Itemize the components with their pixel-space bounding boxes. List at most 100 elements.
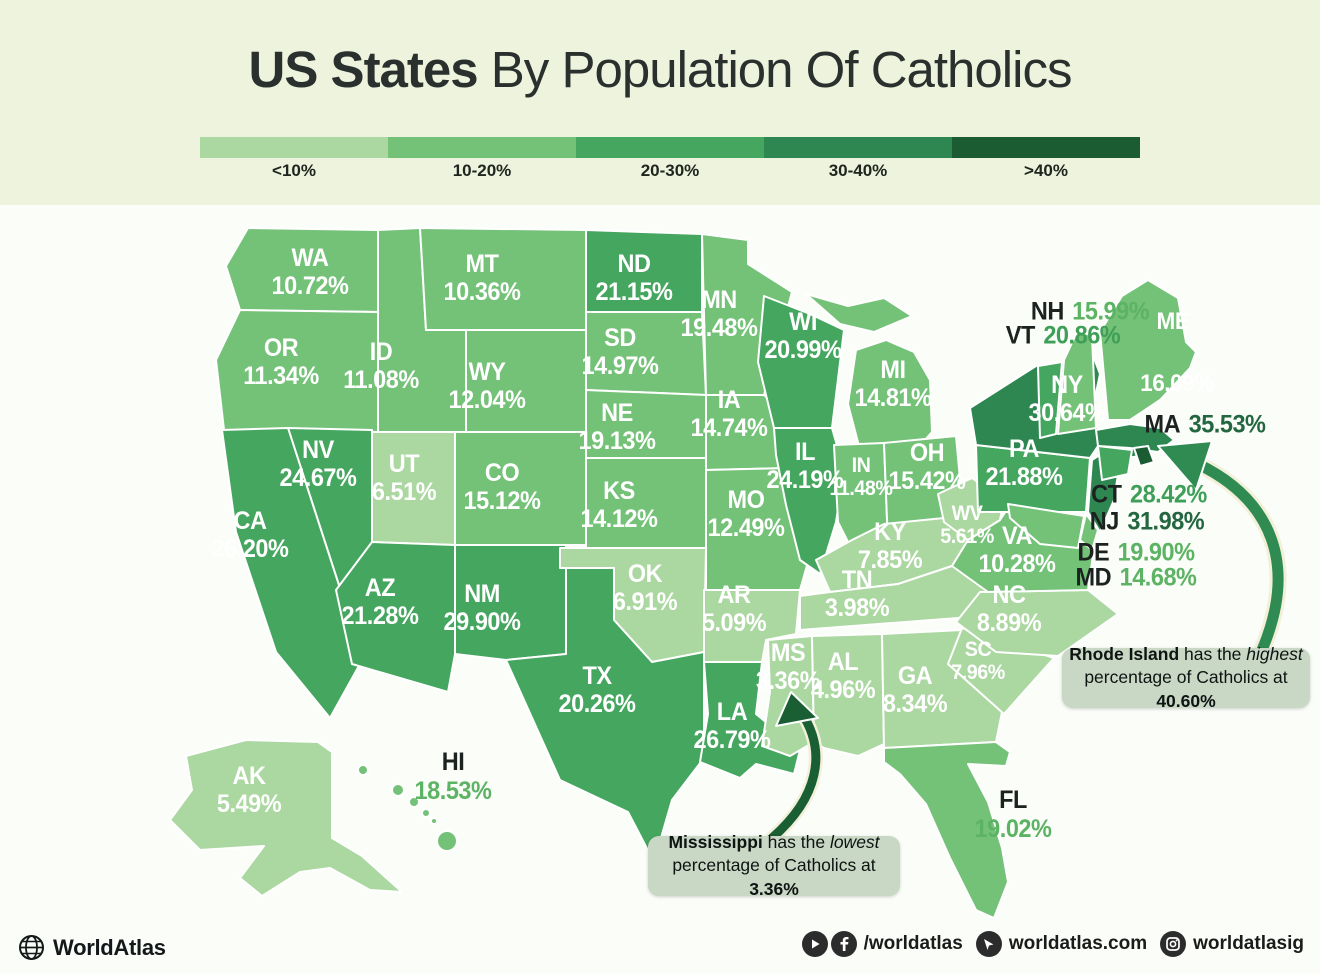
state-TX: [505, 567, 705, 863]
state-label-TX: TX 20.26%: [559, 662, 636, 718]
legend-colorbar: [200, 137, 1140, 158]
state-label-AK: AK 5.49%: [216, 762, 282, 818]
state-value: 30.64%: [1028, 399, 1106, 427]
header-band: US States By Population Of Catholics <10…: [0, 0, 1320, 205]
state-label-TN: TN 3.98%: [825, 566, 890, 622]
state-label-IL: IL 24.19%: [767, 438, 844, 494]
state-value: 5.61%: [940, 525, 994, 548]
cursor-icon: [975, 931, 1002, 957]
state-AK: [169, 739, 403, 897]
state-label-HI: HI 18.53%: [414, 748, 492, 805]
state-label-IN: IN 11.48%: [829, 454, 893, 500]
state-abbr: GA: [897, 662, 933, 690]
state-value: 15.42%: [888, 467, 966, 495]
state-value: 15.12%: [463, 487, 541, 515]
worldatlas-brand: WorldAtlas: [18, 934, 166, 961]
state-label-NE: NE 19.13%: [579, 399, 656, 455]
state-MI-upper: [805, 293, 913, 333]
legend-labels: <10% 10-20% 20-30% 30-40% >40%: [200, 161, 1140, 181]
state-value: 8.34%: [882, 690, 948, 718]
arrow-to-rhode-island: [1157, 440, 1287, 659]
state-label-OK: OK 6.91%: [612, 560, 678, 616]
state-value: 24.67%: [279, 464, 357, 492]
state-label-AR: AR 5.09%: [701, 581, 767, 637]
callout-state-name: Mississippi: [668, 832, 763, 853]
state-value: 12.04%: [448, 386, 526, 414]
state-label-KY: KY 7.85%: [857, 518, 923, 574]
state-label-WV: WV 5.61%: [940, 502, 994, 548]
state-abbr: LA: [716, 698, 748, 726]
callout-emphasis: highest: [1246, 644, 1303, 665]
state-value: 14.81%: [854, 384, 932, 412]
state-label-DE: DE 19.90%: [1077, 538, 1195, 567]
state-value: 14.74%: [690, 414, 768, 442]
state-FL: [883, 741, 1011, 919]
state-CA: [221, 427, 361, 719]
state-abbr: SC: [964, 638, 992, 661]
state-label-NH: NH 15.99%: [1030, 297, 1150, 326]
state-label-WY: WY 12.04%: [449, 358, 526, 414]
state-label-KS: KS 14.12%: [581, 477, 658, 533]
state-abbr: NY: [1051, 371, 1083, 399]
state-abbr: WA: [291, 244, 329, 272]
brand-name: WorldAtlas: [53, 934, 166, 960]
state-abbr: MN: [701, 286, 737, 314]
state-abbr: OH: [909, 439, 945, 467]
legend-label: 30-40%: [828, 161, 888, 180]
state-label-OH: OH 15.42%: [889, 439, 966, 495]
state-label-VT: VT 20.86%: [1005, 321, 1121, 350]
state-value: 10.72%: [271, 272, 349, 300]
state-value: 19.13%: [578, 427, 656, 455]
state-abbr: NM: [464, 580, 500, 608]
state-label-NY: NY 30.64%: [1029, 371, 1106, 427]
state-abbr: MT: [465, 250, 499, 278]
title-rest: By Population Of Catholics: [477, 41, 1073, 98]
state-value: 5.49%: [216, 790, 282, 818]
state-value: 29.90%: [443, 608, 521, 636]
state-abbr: MS: [770, 639, 806, 667]
state-abbr: OK: [627, 560, 663, 588]
legend-swatch-lt10: [200, 137, 388, 158]
state-abbr: ID: [369, 338, 393, 366]
state-label-FL: FL 19.02%: [974, 786, 1052, 843]
state-abbr: AL: [827, 648, 859, 676]
state-value: 7.85%: [857, 546, 923, 574]
state-VT: [1037, 361, 1063, 439]
state-abbr: NC: [992, 581, 1026, 609]
youtube-icon: [801, 931, 828, 957]
state-label-NJ: NJ 31.98%: [1089, 507, 1205, 536]
state-label-IA: IA 14.74%: [691, 386, 768, 442]
state-abbr: MO: [727, 486, 765, 514]
state-label-NC: NC 8.89%: [976, 581, 1042, 637]
state-label-CA: CA 26.20%: [212, 507, 289, 563]
state-label-GA: GA 8.34%: [882, 662, 948, 718]
callout-value: 40.60%: [1156, 690, 1216, 711]
state-label-MS: MS 3.36%: [755, 639, 821, 695]
legend-swatch-gt40: [952, 137, 1140, 158]
state-value: 10.28%: [978, 550, 1056, 578]
state-label-MN: MN 19.48%: [681, 286, 758, 342]
state-label-AZ: AZ 21.28%: [342, 574, 419, 630]
state-abbr: KS: [603, 477, 635, 505]
state-value: 3.36%: [755, 667, 821, 695]
state-value: 6.91%: [612, 588, 678, 616]
state-abbr: KY: [874, 518, 906, 546]
callout-emphasis: lowest: [829, 832, 880, 853]
state-value: 20.26%: [558, 690, 636, 718]
state-label-CO: CO 15.12%: [464, 459, 541, 515]
state-HI-island: [430, 817, 438, 825]
state-abbr: SD: [604, 324, 636, 352]
state-abbr: IL: [795, 438, 815, 466]
state-MD: [1007, 503, 1085, 549]
state-label-ND: ND 21.15%: [596, 250, 673, 306]
page-title: US States By Population Of Catholics: [0, 40, 1320, 99]
state-value: 14.12%: [580, 505, 658, 533]
legend-label: <10%: [272, 161, 316, 180]
state-abbr: IA: [717, 386, 741, 414]
state-value: 5.09%: [701, 609, 767, 637]
state-MI: [847, 339, 933, 451]
callout-value: 3.36%: [749, 878, 799, 899]
state-abbr: MI: [880, 356, 906, 384]
state-value: 8.89%: [976, 609, 1042, 637]
arrow-to-mississippi: [765, 691, 823, 845]
